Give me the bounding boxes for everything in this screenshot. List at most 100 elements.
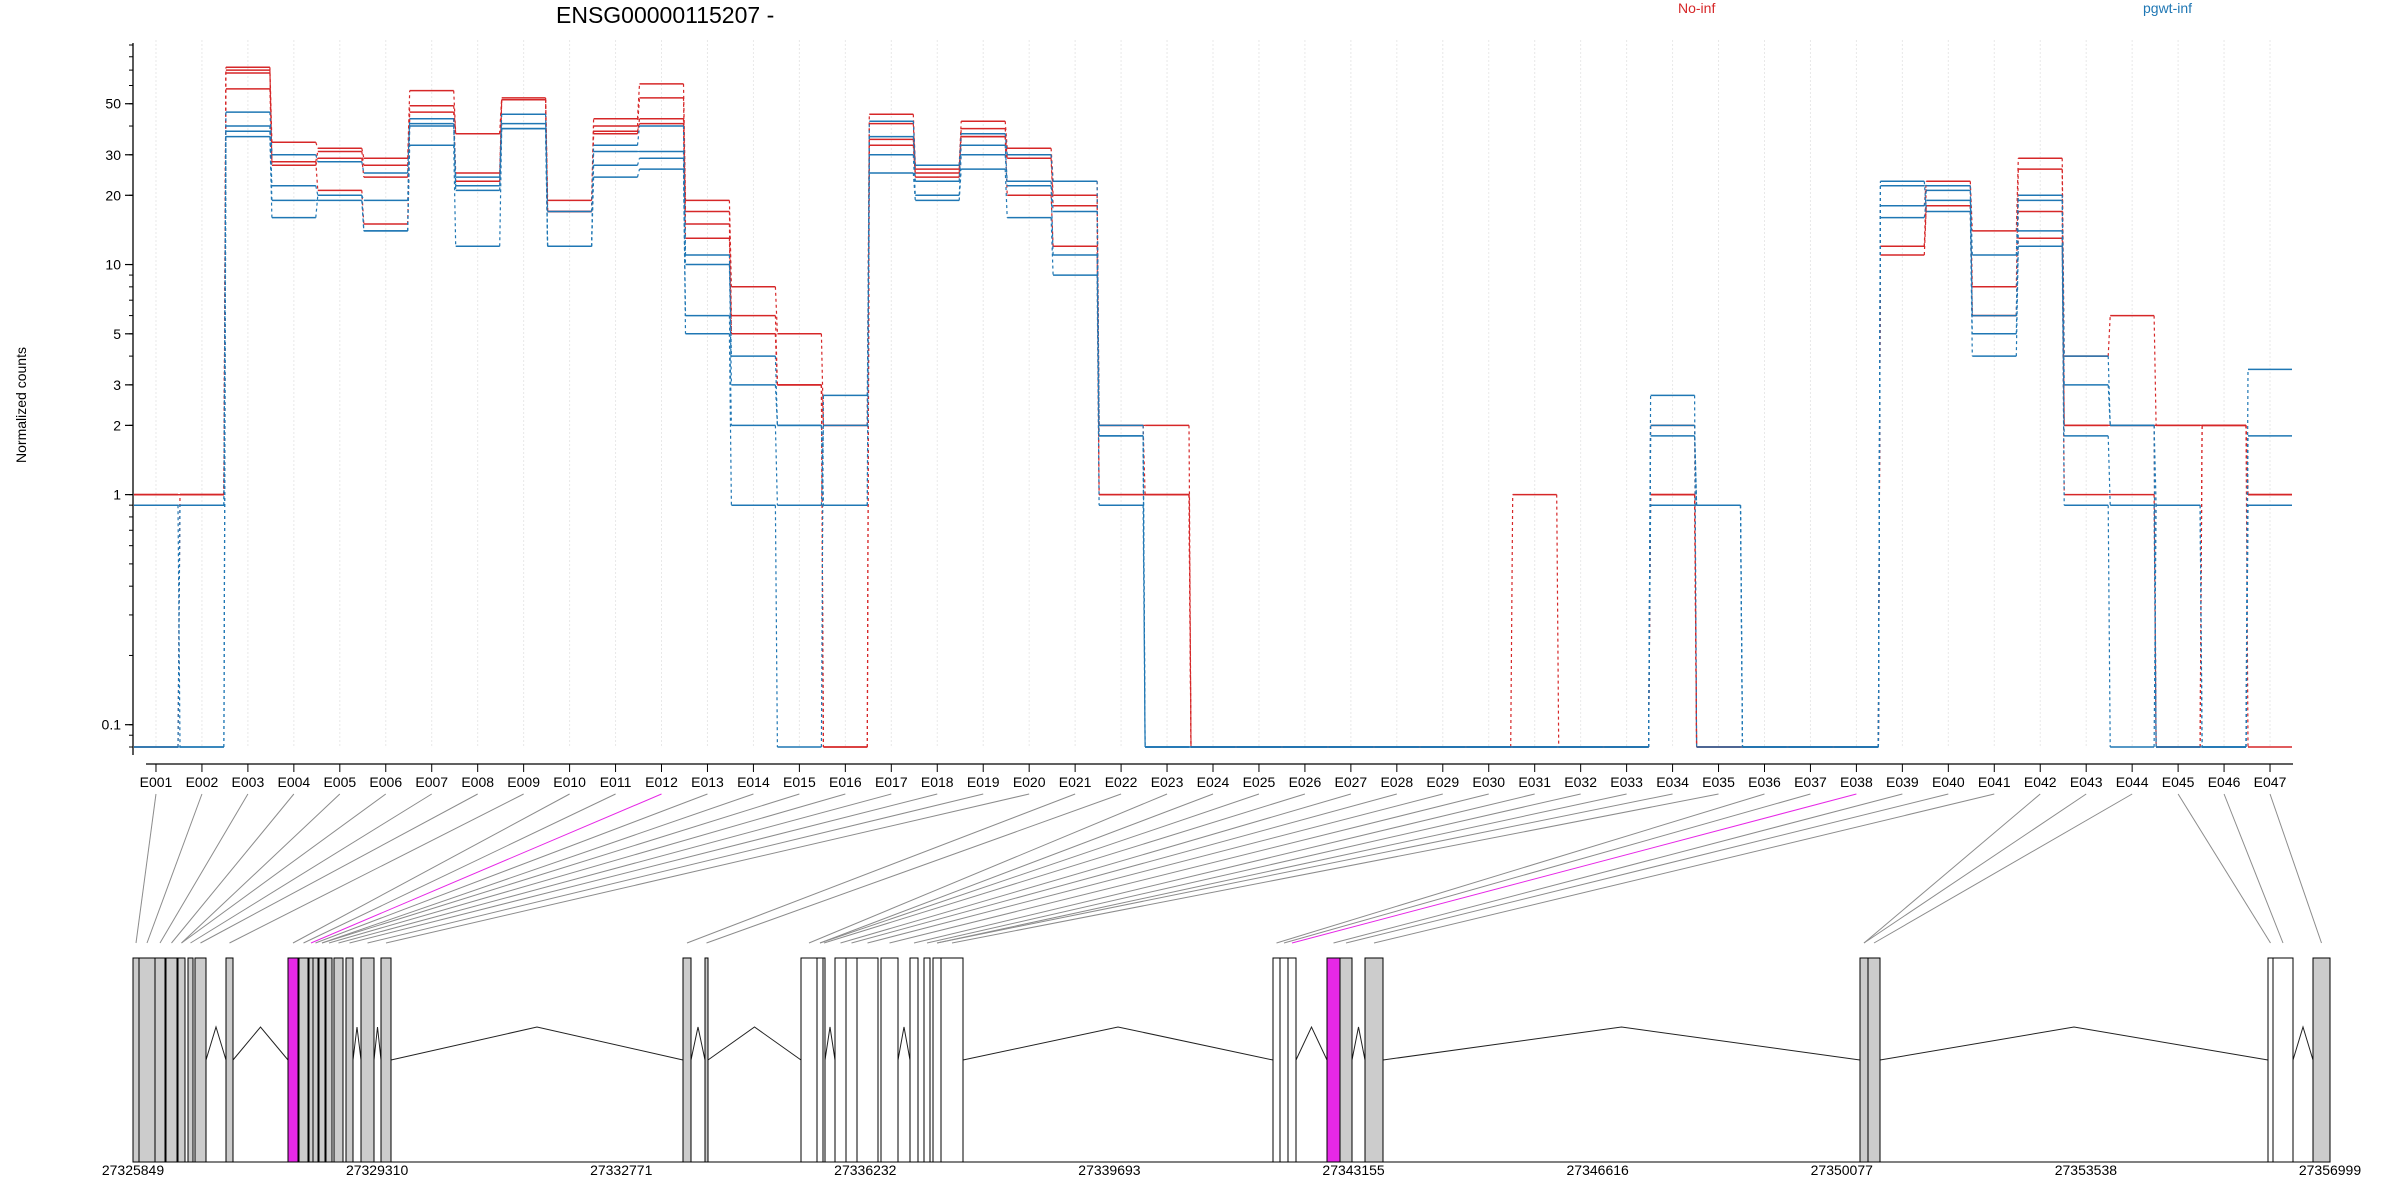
x-tick-label: E028 [1380, 774, 1413, 790]
x-tick-label: E031 [1518, 774, 1551, 790]
exon-box [1326, 957, 1341, 1163]
exon-connector [808, 793, 1168, 944]
y-tick-label: 0.1 [102, 717, 122, 733]
exon-connector [146, 793, 203, 944]
x-tick-label: E025 [1243, 774, 1276, 790]
coordinate-label: 27329310 [346, 1162, 409, 1178]
exon-connector [936, 793, 1673, 944]
x-tick-label: E008 [461, 774, 494, 790]
intron [1382, 1026, 1861, 1061]
intron [707, 1026, 802, 1061]
x-tick-label: E044 [2116, 774, 2149, 790]
intron [962, 1026, 1274, 1061]
x-tick-label: E042 [2024, 774, 2057, 790]
exon-connector [1291, 793, 1857, 944]
exon-connector [328, 793, 846, 944]
exon-box [138, 957, 156, 1163]
exon-connector [181, 793, 341, 944]
intron [1295, 1025, 1328, 1061]
y-tick-label: 5 [113, 326, 121, 342]
exon-box [856, 957, 879, 1163]
x-tick-label: E022 [1105, 774, 1138, 790]
exon-connector [181, 793, 387, 944]
x-tick-label: E046 [2208, 774, 2241, 790]
exon-box [1287, 957, 1297, 1163]
intron [352, 1026, 362, 1061]
x-tick-label: E020 [1013, 774, 1046, 790]
exon-connector [686, 793, 1076, 944]
exon-connector [2223, 793, 2284, 944]
exon-connector [913, 793, 1535, 944]
x-tick-label: E039 [1886, 774, 1919, 790]
y-tick-label: 10 [105, 257, 121, 273]
exon-connector [851, 793, 1397, 944]
x-tick-label: E023 [1151, 774, 1184, 790]
exon-connector [171, 793, 295, 944]
x-tick-label: E047 [2254, 774, 2287, 790]
exon-box [187, 957, 194, 1163]
x-tick-label: E036 [1748, 774, 1781, 790]
exon-connector [823, 793, 1306, 944]
x-tick-label: E019 [967, 774, 1000, 790]
exon-box [287, 957, 299, 1163]
x-tick-label: E012 [645, 774, 678, 790]
x-tick-label: E026 [1289, 774, 1322, 790]
x-tick-label: E033 [1610, 774, 1643, 790]
exon-connector [819, 793, 1214, 944]
intron [1351, 1026, 1366, 1061]
intron [232, 1026, 289, 1061]
grid-lines [155, 40, 2271, 747]
exon-box [834, 957, 847, 1163]
x-tick-label: E021 [1059, 774, 1092, 790]
coordinate-label: 27356999 [2299, 1162, 2362, 1178]
intron [1879, 1026, 2269, 1061]
exon-connector [951, 793, 1719, 944]
x-tick-label: E040 [1932, 774, 1965, 790]
exon-connector [1373, 793, 1995, 944]
exon-box [325, 957, 333, 1163]
exon-box [308, 957, 314, 1163]
coordinate-label: 27353538 [2055, 1162, 2118, 1178]
x-tick-label: E013 [691, 774, 724, 790]
exon-connector [706, 793, 1122, 944]
y-axis-label: Normalized counts [13, 347, 29, 463]
exon-connector [840, 793, 1352, 944]
exon-box [318, 957, 326, 1163]
exon-box [704, 957, 709, 1163]
exon-box [800, 957, 818, 1163]
intron [897, 1026, 911, 1061]
exon-connector [338, 793, 892, 944]
exon-box [333, 957, 344, 1163]
exon-connector [321, 793, 800, 944]
exon-connector [190, 793, 432, 944]
coordinate-label: 27332771 [590, 1162, 653, 1178]
exon-connector [385, 793, 1030, 944]
y-tick-label: 30 [105, 147, 121, 163]
coordinate-label: 27325849 [102, 1162, 165, 1178]
axes: 0.1 1 2 3 5 10 20 30 50 E001 E002 E003 E004 E005 E006 E… [102, 43, 2293, 790]
x-tick-label: E032 [1564, 774, 1597, 790]
exon-box [845, 957, 858, 1163]
coordinate-label: 27336232 [834, 1162, 897, 1178]
intron [2292, 1025, 2314, 1061]
series-7 [134, 127, 2292, 748]
x-tick-label: E017 [875, 774, 908, 790]
y-tick-label: 20 [105, 187, 121, 203]
intron [824, 1026, 836, 1061]
x-tick-label: E001 [140, 774, 173, 790]
series-step-connector [177, 128, 2249, 748]
exon-connector [292, 793, 570, 944]
x-tick-label: E015 [783, 774, 816, 790]
exon-box [1867, 957, 1881, 1163]
x-tick-label: E043 [2070, 774, 2103, 790]
x-tick-label: E005 [323, 774, 356, 790]
exon-box [822, 957, 826, 1163]
exon-box [2312, 957, 2331, 1163]
exon-connector [135, 793, 157, 944]
exon-connector [2177, 793, 2271, 944]
x-tick-label: E041 [1978, 774, 2011, 790]
exon-box [154, 957, 166, 1163]
x-tick-label: E035 [1702, 774, 1735, 790]
exon-box [2272, 957, 2294, 1163]
